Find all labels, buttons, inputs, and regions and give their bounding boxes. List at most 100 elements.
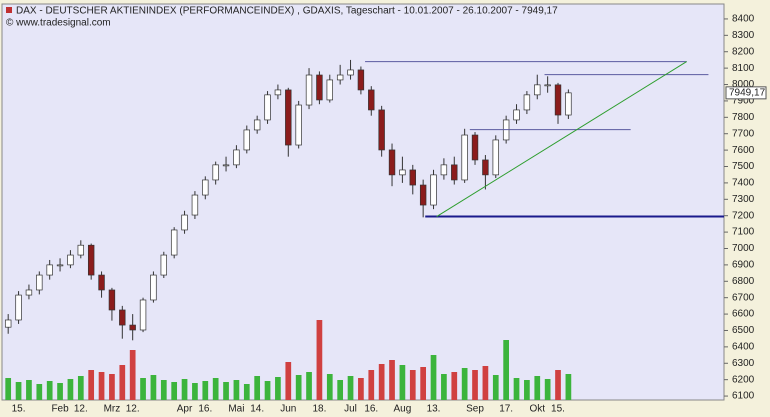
x-tick-label: 16. [364, 404, 378, 415]
candle-body [544, 84, 551, 87]
x-tick-label: 16. [198, 404, 212, 415]
y-tick-label: 8200 [732, 46, 755, 57]
x-tick-label: 13. [427, 404, 441, 415]
y-tick-label: 8000 [732, 79, 755, 90]
candle-body [523, 94, 531, 111]
volume-bar [524, 380, 530, 400]
candle-body [451, 164, 458, 181]
candle-body [264, 94, 271, 121]
y-tick-label: 7800 [732, 112, 755, 123]
x-tick-label: Mrz [104, 404, 121, 415]
x-tick-label: 18. [312, 404, 326, 415]
x-tick-label: 15. [551, 404, 565, 415]
candle-body [482, 159, 489, 176]
candle-body [129, 324, 136, 331]
volume-bar [67, 379, 74, 400]
volume-bar [212, 378, 219, 400]
candle-body [285, 89, 292, 146]
candle-body [336, 74, 344, 81]
candle-body [4, 319, 12, 328]
volume-bar [26, 380, 32, 400]
volume-bar [15, 382, 22, 400]
candle-body [534, 84, 541, 96]
x-tick-label: Feb [51, 404, 69, 415]
volume-bar [5, 378, 12, 400]
candle-body [67, 254, 74, 266]
candle-body [233, 149, 240, 166]
candle-body [98, 274, 105, 291]
volume-bar [399, 365, 406, 400]
candle-body [15, 294, 22, 321]
candle-body [461, 134, 468, 181]
volume-bar [316, 320, 323, 400]
volume-bar [223, 382, 229, 400]
candle-body [565, 92, 572, 116]
y-tick-label: 8300 [732, 30, 755, 41]
candle-body [87, 244, 95, 276]
candle-body [347, 69, 354, 76]
x-tick-label: Okt [529, 404, 545, 415]
candle-body [36, 274, 43, 291]
candle-body [492, 139, 499, 176]
trend-line [436, 61, 687, 217]
candle-body [150, 274, 157, 301]
y-tick-label: 6200 [732, 374, 755, 385]
volume-bar [358, 378, 364, 400]
volume-bar [243, 384, 250, 400]
x-tick-label: Apr [177, 404, 193, 415]
title-icon [6, 7, 12, 13]
volume-bar [420, 367, 427, 400]
volume-bar [171, 382, 178, 400]
volume-bar [254, 376, 261, 400]
volume-bar [264, 381, 271, 400]
volume-bar [482, 366, 489, 400]
plot-area [1, 3, 725, 401]
x-tick-label: Sep [466, 404, 484, 415]
volume-bar [98, 372, 105, 400]
candle-body [222, 164, 230, 167]
candle-body [212, 164, 219, 181]
volume-bar [233, 380, 240, 400]
candle-body [399, 169, 406, 176]
candle-body [170, 229, 178, 256]
last-value-box [725, 86, 767, 100]
candle-body [160, 254, 168, 276]
volume-bar [140, 378, 146, 400]
x-tick-label: Mai [228, 404, 244, 415]
candle-body [77, 244, 85, 256]
candle-body [316, 74, 323, 101]
candle-body [139, 299, 147, 331]
volume-bar [181, 379, 188, 400]
candle-body [56, 264, 64, 267]
candle-body [191, 194, 199, 216]
volume-bar [461, 368, 468, 400]
y-tick-label: 6500 [732, 325, 755, 336]
candle-body [471, 134, 479, 161]
chart-subtitle: © www.tradesignal.com [6, 18, 111, 29]
y-tick-label: 6300 [732, 358, 755, 369]
y-tick-label: 7000 [732, 243, 755, 254]
y-tick-label: 8400 [732, 14, 755, 25]
candle-body [295, 104, 302, 146]
volume-bar [544, 379, 551, 400]
volume-bar [565, 374, 572, 400]
candle-body [378, 109, 385, 151]
candle-body [202, 179, 209, 196]
y-tick-label: 6600 [732, 309, 755, 320]
candle-body [357, 69, 365, 91]
volume-bar [306, 372, 312, 400]
volume-bar [326, 374, 333, 400]
candle-body [181, 214, 188, 231]
volume-bar [534, 376, 541, 400]
volume-bar [57, 383, 63, 400]
volume-bar [368, 370, 375, 400]
candle-body [409, 169, 416, 186]
y-tick-label: 8100 [732, 63, 755, 74]
volume-bar [472, 370, 478, 400]
candle-body [46, 264, 53, 276]
volume-bar [88, 370, 95, 400]
volume-bar [513, 378, 520, 400]
candle-body [513, 109, 520, 121]
volume-bar [285, 362, 292, 400]
